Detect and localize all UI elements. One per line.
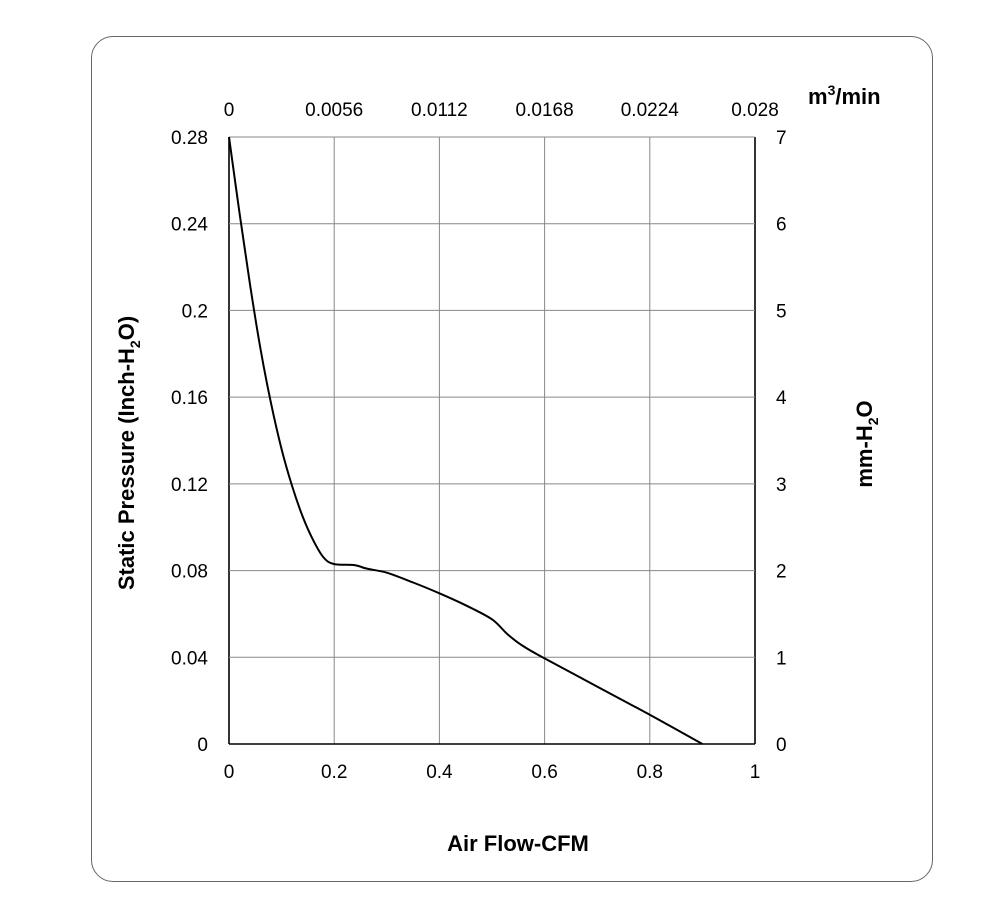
y-tick-label: 0.28: [171, 128, 208, 149]
y2-tick-label: 6: [776, 215, 787, 236]
x-tick-label: 0: [224, 762, 235, 783]
x2-tick-label: 0: [224, 100, 235, 121]
x2-tick-label: 0.0056: [305, 100, 363, 121]
y2-axis-title-sub: 2: [865, 417, 881, 425]
y2-axis-title-end: O: [852, 400, 877, 417]
chart-frame: [91, 36, 933, 882]
y2-tick-label: 0: [776, 735, 787, 756]
x2-axis-title-main: m: [808, 84, 828, 109]
y-tick-label: 0.2: [182, 301, 208, 322]
x-tick-label: 0.4: [426, 762, 453, 783]
y-axis-title: Static Pressure (Inch-H2O): [114, 316, 143, 590]
x2-axis-title: m3/min: [808, 82, 881, 109]
y2-tick-labels: 0 1 2 3 4 5 6 7: [776, 128, 787, 756]
x2-axis-title-end: /min: [835, 84, 880, 109]
y-axis-title-main: Static Pressure (Inch-H: [114, 348, 139, 590]
y2-tick-label: 4: [776, 388, 787, 409]
grid-lines: [228, 136, 756, 745]
y-tick-label: 0.04: [171, 648, 208, 669]
y2-tick-label: 5: [776, 301, 787, 322]
y2-axis-title-main: mm-H: [852, 425, 877, 487]
x-tick-label: 1: [750, 762, 761, 783]
x2-tick-label: 0.028: [731, 100, 779, 121]
x-tick-labels: 0 0.2 0.4 0.6 0.8 1: [224, 762, 761, 783]
x2-tick-labels: 0 0.0056 0.0112 0.0168 0.0224 0.028: [224, 100, 779, 121]
y-tick-label: 0.08: [171, 562, 208, 583]
y2-axis-title: mm-H2O: [852, 400, 881, 487]
y-tick-label: 0.24: [171, 215, 208, 236]
y2-tick-label: 7: [776, 128, 787, 149]
x2-axis-title-sup: 3: [828, 82, 836, 98]
y-axis-title-end: O): [114, 316, 139, 340]
x-tick-label: 0.6: [531, 762, 557, 783]
x-tick-label: 0.2: [321, 762, 347, 783]
y-tick-label: 0: [197, 735, 208, 756]
x2-tick-label: 0.0224: [621, 100, 680, 121]
x-tick-label: 0.8: [637, 762, 663, 783]
y-tick-label: 0.16: [171, 388, 208, 409]
x2-tick-label: 0.0168: [516, 100, 574, 121]
y2-tick-label: 3: [776, 475, 787, 496]
y-tick-label: 0.12: [171, 475, 208, 496]
x2-tick-label: 0.0112: [411, 100, 468, 121]
y-axis-title-sub: 2: [127, 340, 143, 348]
y2-tick-label: 2: [776, 562, 787, 583]
y2-tick-label: 1: [776, 648, 787, 669]
series-line: [228, 136, 703, 745]
y-tick-labels: 0 0.04 0.08 0.12 0.16 0.2 0.24 0.28: [171, 128, 208, 756]
x-axis-title: Air Flow-CFM: [447, 831, 589, 856]
